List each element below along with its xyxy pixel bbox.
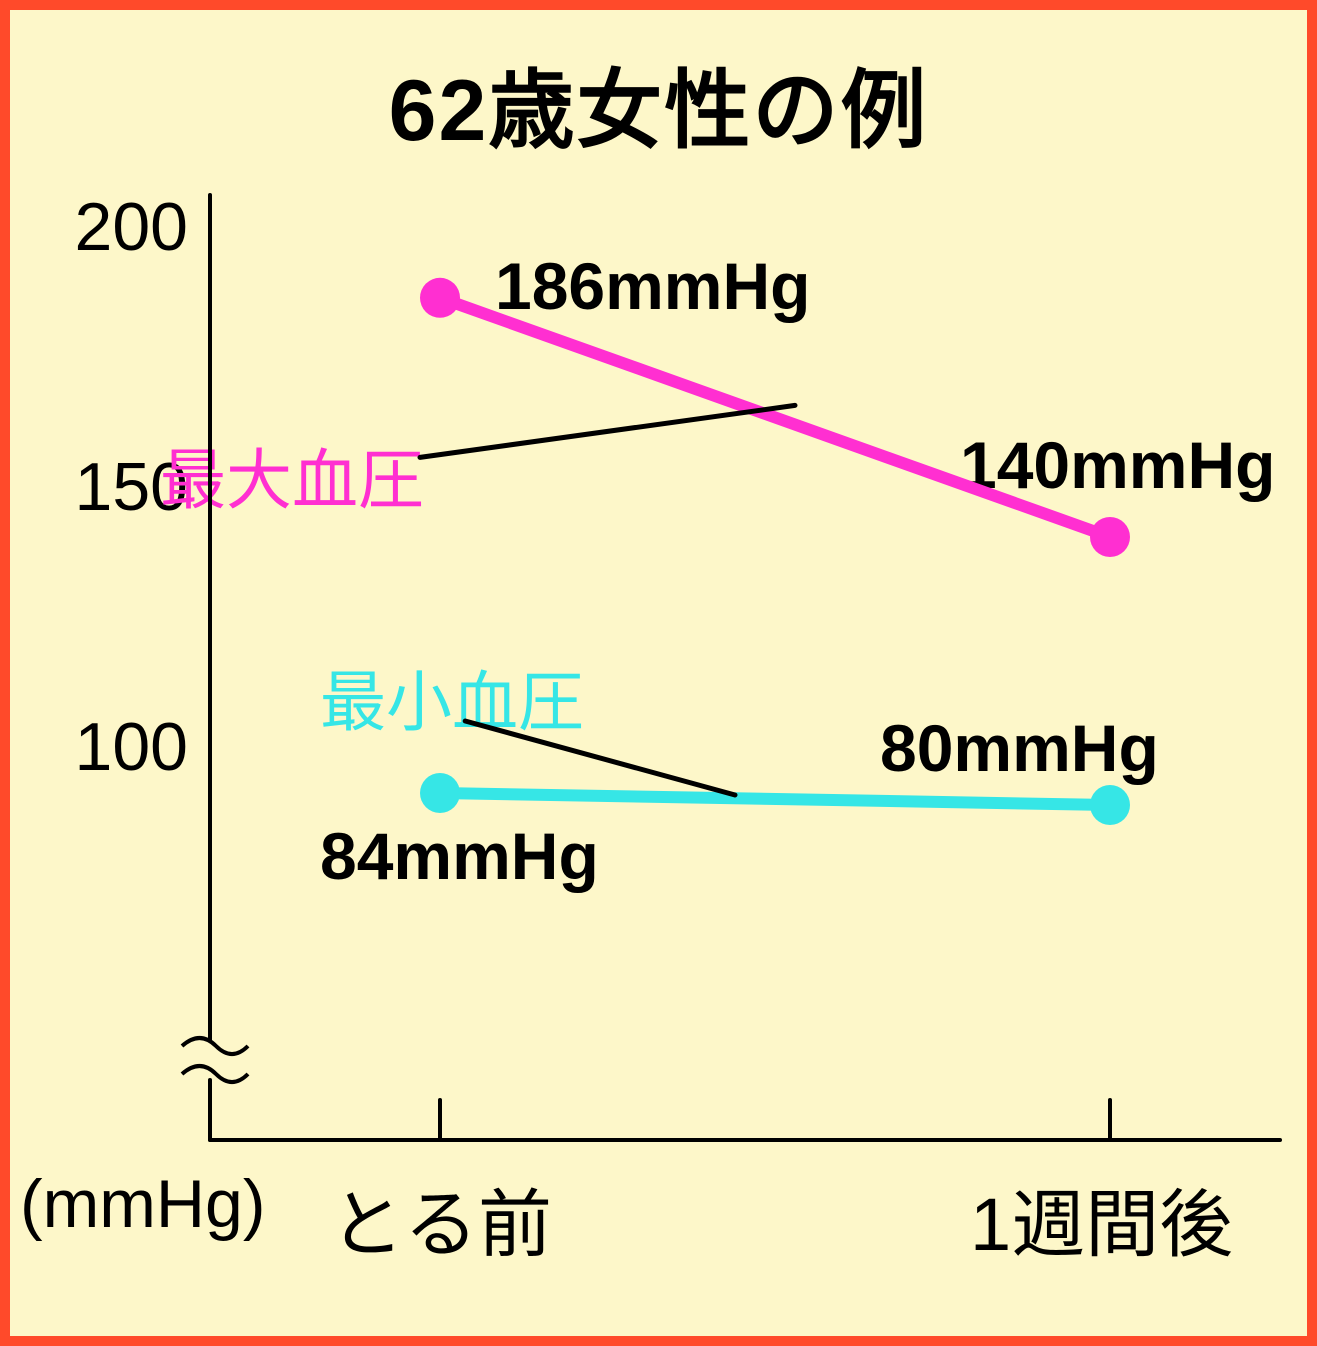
series-max-line: [440, 298, 1110, 537]
series-min-callout: [465, 721, 735, 795]
series-max-point-before: [420, 278, 460, 318]
series-min-point-after: [1090, 785, 1130, 825]
axis-break-icon: [182, 1038, 248, 1082]
series-max-callout: [420, 405, 795, 457]
series-min-line: [440, 793, 1110, 805]
series-min-point-before: [420, 773, 460, 813]
chart-frame: 62歳女性の例 200 150 100 (mmHg) とる前 1週間後 最大血圧…: [0, 0, 1317, 1346]
series-max-point-after: [1090, 517, 1130, 557]
plot-svg: [10, 10, 1307, 1336]
